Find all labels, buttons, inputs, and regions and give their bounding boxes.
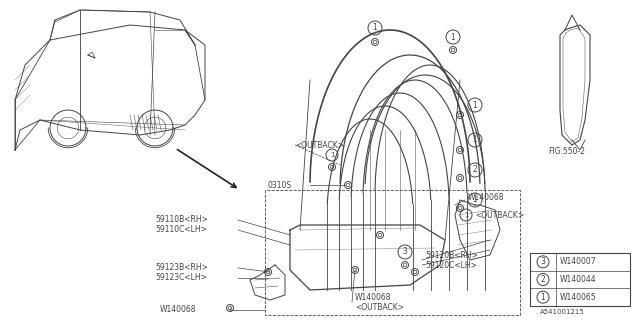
Text: 1: 1 [464,212,468,218]
Text: 1: 1 [472,100,477,109]
Text: W140007: W140007 [560,257,596,266]
Text: A541001215: A541001215 [540,309,585,315]
Text: 1: 1 [472,196,477,204]
Text: <OUTBACK>: <OUTBACK> [355,303,404,313]
Text: 59110C<LH>: 59110C<LH> [155,226,207,235]
Bar [530,253,630,306]
Text: FIG.550-2: FIG.550-2 [548,148,585,156]
Text: W140068: W140068 [355,293,392,302]
Text: <OUTBACK>: <OUTBACK> [475,211,524,220]
Text: 59110B<RH>: 59110B<RH> [155,215,208,225]
Text: 3: 3 [403,247,408,257]
Text: 2: 2 [472,165,477,174]
Text: 1: 1 [330,152,334,158]
Text: 59123B<RH>: 59123B<RH> [155,263,208,273]
Text: 3: 3 [541,257,545,266]
Text: W140068: W140068 [468,193,504,202]
Text: W140068: W140068 [160,306,196,315]
Text: 59120C<LH>: 59120C<LH> [425,260,477,269]
Text: 2: 2 [541,275,545,284]
Text: 59123C<LH>: 59123C<LH> [155,274,207,283]
Text: 1: 1 [541,293,545,302]
Text: W140044: W140044 [560,275,596,284]
Text: 1: 1 [451,33,456,42]
Text: 59120B<RH>: 59120B<RH> [425,251,478,260]
Text: W140065: W140065 [560,293,596,302]
Text: 1: 1 [472,135,477,145]
Text: 1: 1 [372,23,378,33]
Text: 0310S: 0310S [268,180,292,189]
Text: <OUTBACK>: <OUTBACK> [295,140,344,149]
